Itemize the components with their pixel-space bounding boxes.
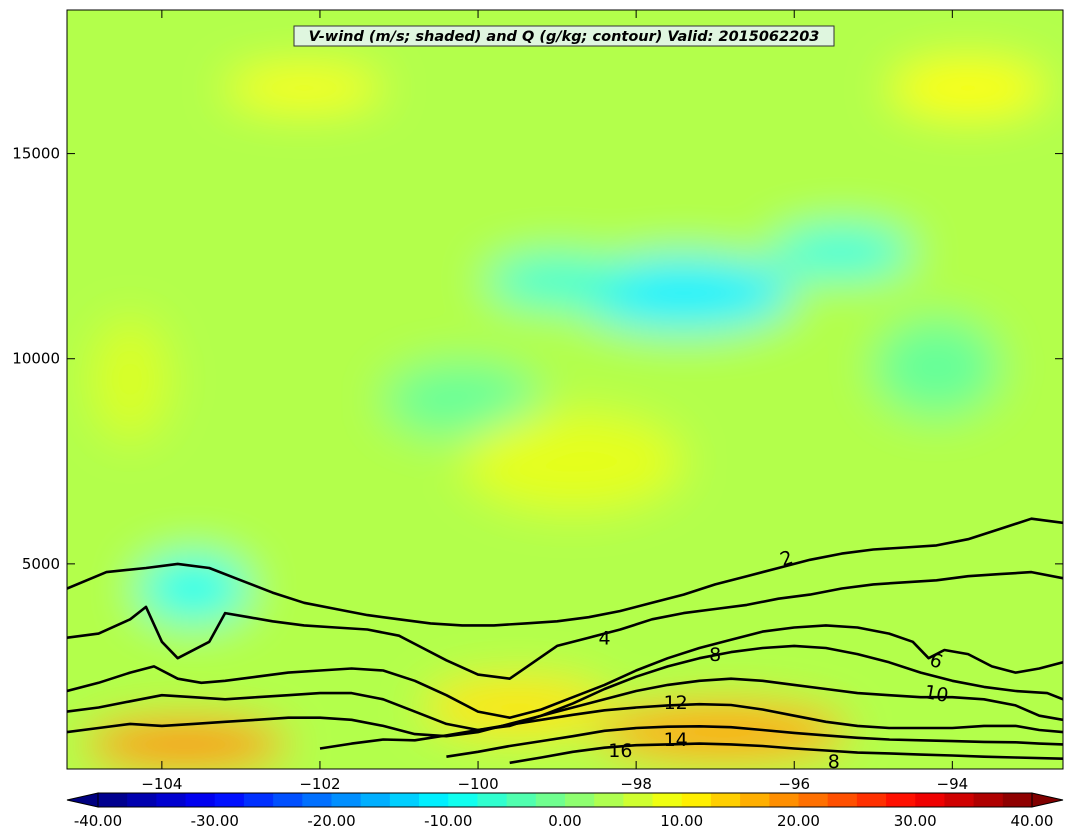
colorbar-segment (827, 793, 858, 807)
colorbar-segment (565, 793, 595, 807)
colorbar-segment (389, 793, 420, 807)
contour-line-q16 (509, 742, 1063, 765)
colorbar-tick-label: -30.00 (191, 812, 239, 830)
colorbar-segment (886, 793, 916, 807)
q-contours (67, 517, 1063, 765)
colorbar-tick-label: 40.00 (1011, 812, 1054, 830)
contour-line-q10 (67, 677, 1063, 738)
colorbar-tick-label: 30.00 (894, 812, 937, 830)
contour-line-q2 (67, 517, 1063, 627)
colorbar-segment (915, 793, 946, 807)
shading-feature-positive (596, 703, 850, 761)
colorbar-segment (448, 793, 479, 807)
colorbar: -40.00 -30.00 -20.00 -10.00 0.00 10.00 20.00 30… (66, 792, 1064, 830)
colorbar-segment (360, 793, 391, 807)
colorbar-tick-label: 10.00 (660, 812, 703, 830)
contour-label: 16 (608, 740, 632, 762)
contour-label: 8 (709, 644, 721, 666)
colorbar-segment (214, 793, 245, 807)
shading-feature-positive (90, 317, 170, 441)
colorbar-segment (798, 793, 829, 807)
colorbar-segment (477, 793, 508, 807)
shading-feature-positive (462, 412, 684, 511)
shading-feature-negative (770, 227, 913, 277)
colorbar-segment (127, 793, 157, 807)
contour-label: 12 (664, 692, 688, 714)
colorbar-frame (97, 792, 1033, 808)
contour-line-q4 (67, 570, 1063, 680)
colorbar-tick-label: -20.00 (307, 812, 355, 830)
shading-features (67, 10, 1063, 769)
x-tick-label: −100 (457, 775, 498, 793)
colorbar-tick-label: 0.00 (548, 812, 581, 830)
colorbar-tick-label: 20.00 (777, 812, 820, 830)
contour-label: 8 (828, 751, 840, 773)
x-tick-label: −98 (620, 775, 652, 793)
shading-feature-positive (422, 678, 613, 737)
colorbar-extend-low (66, 792, 99, 808)
shading-feature-positive (225, 67, 384, 109)
colorbar-segment (594, 793, 624, 807)
colorbar-segment (973, 793, 1004, 807)
contour-line-q12 (319, 702, 1063, 750)
colorbar-segment (243, 793, 274, 807)
x-tick-label: −96 (778, 775, 810, 793)
vwind-shading (67, 10, 1063, 769)
colorbar-tick-label: -10.00 (424, 812, 472, 830)
x-axis: −104 −102 −100 −98 −96 −94 (141, 10, 968, 793)
colorbar-segment (710, 793, 741, 807)
colorbar-segment (856, 793, 887, 807)
contour-label: 10 (923, 681, 951, 707)
y-tick-label: 10000 (12, 350, 60, 368)
colorbar-segment (331, 793, 362, 807)
colorbar-segment (506, 793, 537, 807)
contour-line-q6 (67, 624, 1063, 719)
shading-feature-negative (485, 256, 629, 306)
y-axis: 5000 10000 15000 (12, 145, 1063, 573)
colorbar-segment (156, 793, 187, 807)
plot-frame (66, 9, 1064, 770)
colorbar-segment (623, 793, 654, 807)
colorbar-segment (681, 793, 712, 807)
colorbar-segment (185, 793, 216, 807)
x-tick-label: −104 (141, 775, 182, 793)
x-tick-label: −94 (937, 775, 969, 793)
colorbar-segment (535, 793, 566, 807)
colorbar-segment (740, 793, 770, 807)
shading-feature-positive (82, 719, 289, 769)
colorbar-segment (944, 793, 975, 807)
contour-label: 14 (664, 729, 688, 751)
colorbar-extend-high (1031, 792, 1064, 808)
title-box (293, 25, 835, 47)
shading-feature-positive (889, 59, 1048, 117)
colorbar-segment (273, 793, 303, 807)
contour-line-q14 (446, 725, 1063, 758)
colorbar-segment (769, 793, 800, 807)
chart-title: V-wind (m/s; shaded) and Q (g/kg; contou… (293, 25, 835, 47)
colorbar-segment (302, 793, 333, 807)
colorbar-segment (419, 793, 449, 807)
colorbar-segment (652, 793, 683, 807)
y-tick-label: 15000 (12, 145, 60, 163)
contour-line-q8 (67, 644, 1063, 732)
colorbar-tick-label: -40.00 (74, 812, 122, 830)
shading-feature-negative (572, 256, 795, 331)
contour-label: 4 (598, 628, 610, 650)
shading-feature-negative (383, 362, 542, 437)
x-tick-label: −102 (299, 775, 340, 793)
y-tick-label: 5000 (22, 555, 60, 573)
shading-feature-negative (873, 317, 1000, 417)
colorbar-segment (1002, 793, 1033, 807)
title-text: V-wind (m/s; shaded) and Q (g/kg; contou… (309, 29, 820, 45)
colorbar-segment (98, 793, 128, 807)
